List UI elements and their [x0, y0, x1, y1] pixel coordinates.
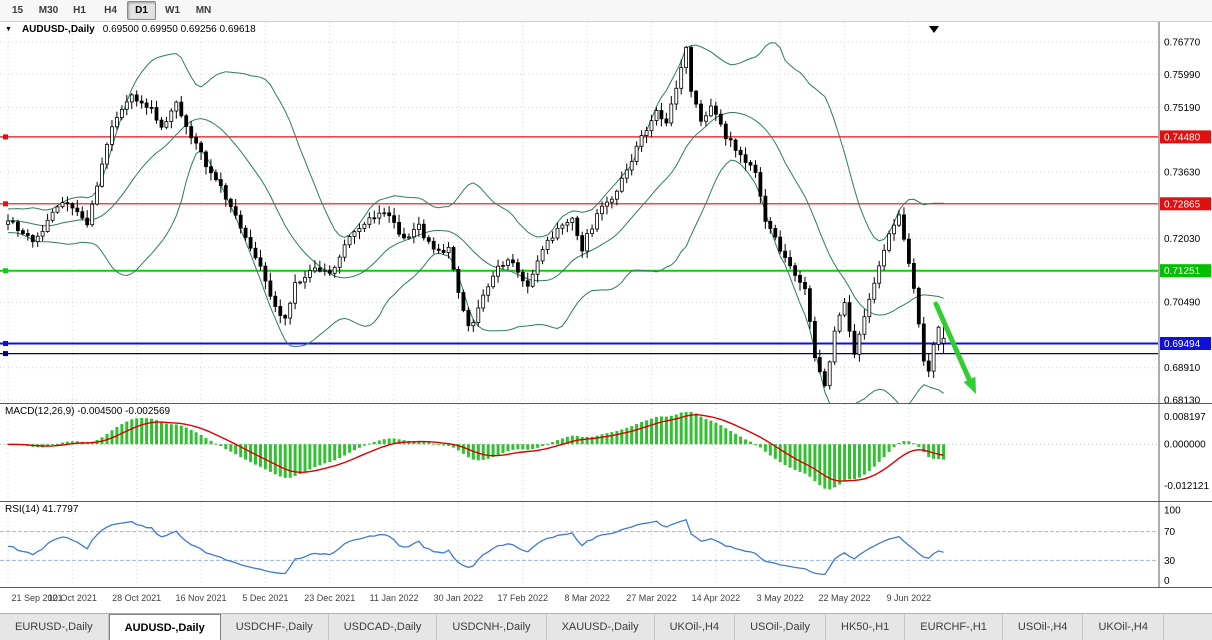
- chart-tab-usdchf-daily[interactable]: USDCHF-,Daily: [220, 614, 329, 640]
- svg-text:30: 30: [1164, 556, 1176, 567]
- main-chart-panel[interactable]: ▼ AUDUSD-,Daily 0.69500 0.69950 0.69256 …: [0, 22, 1212, 404]
- svg-text:0.72865: 0.72865: [1164, 199, 1201, 210]
- date-label: 11 Jan 2022: [369, 593, 419, 603]
- svg-text:70: 70: [1164, 527, 1176, 538]
- chart-shift-icon: [929, 26, 939, 33]
- timeframe-button-mn[interactable]: MN: [195, 5, 212, 16]
- svg-text:0.72030: 0.72030: [1164, 234, 1201, 245]
- date-label: 30 Jan 2022: [433, 593, 484, 603]
- date-label: 8 Mar 2022: [564, 593, 610, 603]
- date-label: 17 Feb 2022: [497, 593, 549, 603]
- horizontal-level-lines[interactable]: [0, 134, 1158, 357]
- timeframe-button-h4[interactable]: H4: [104, 5, 117, 16]
- timeframe-button-d1[interactable]: D1: [127, 1, 156, 20]
- timeframe-button-w1[interactable]: W1: [165, 5, 180, 16]
- svg-text:0.70490: 0.70490: [1164, 298, 1201, 309]
- date-label: 9 Jun 2022: [886, 593, 932, 603]
- svg-text:100: 100: [1164, 506, 1181, 517]
- date-axis[interactable]: 21 Sep 2021 10 Oct 2021 28 Oct 2021 16 Nov …: [0, 588, 1212, 613]
- chart-tab-usdcad-daily[interactable]: USDCAD-,Daily: [328, 614, 438, 640]
- svg-text:0.68130: 0.68130: [1164, 396, 1201, 404]
- chart-tab-usdcnh-daily[interactable]: USDCNH-,Daily: [437, 614, 547, 640]
- chart-tab-ukoil-h4[interactable]: UKOil-,H4: [654, 614, 736, 640]
- svg-text:0.75190: 0.75190: [1164, 103, 1201, 114]
- price-axis[interactable]: 0.76770 0.75990 0.75190 0.73630 0.72030 0.704…: [1158, 22, 1211, 404]
- rsi-canvas[interactable]: 100 70 30 0: [0, 502, 1212, 587]
- svg-text:0.69494: 0.69494: [1164, 339, 1201, 350]
- svg-text:0.75990: 0.75990: [1164, 70, 1201, 81]
- macd-axis[interactable]: 0.008197 0.000000 -0.012121: [1158, 404, 1209, 501]
- timeframe-button-h1[interactable]: H1: [73, 5, 86, 16]
- date-label: 10 Oct 2021: [47, 593, 97, 603]
- timeframe-button-15[interactable]: 15: [11, 5, 24, 16]
- sell-arrow-annotation[interactable]: [933, 301, 976, 394]
- price-chart-canvas[interactable]: 0.76770 0.75990 0.75190 0.73630 0.72030 0.704…: [0, 22, 1212, 403]
- macd-canvas[interactable]: 0.008197 0.000000 -0.012121: [0, 404, 1212, 501]
- bollinger-bands: [8, 42, 944, 403]
- timeframe-toolbar: 15 M30 H1 H4 D1 W1 MN: [0, 0, 1212, 22]
- date-label: 28 Oct 2021: [112, 593, 162, 603]
- chart-tab-xauusd-daily[interactable]: XAUUSD-,Daily: [546, 614, 655, 640]
- macd-indicator-panel[interactable]: MACD(12,26,9) -0.004500 -0.002569 0.0081…: [0, 404, 1212, 502]
- svg-text:0: 0: [1164, 576, 1170, 587]
- chart-tab-audusd-daily[interactable]: AUDUSD-,Daily: [108, 614, 221, 640]
- svg-text:0.74480: 0.74480: [1164, 132, 1201, 143]
- macd-grid: [0, 404, 1158, 500]
- rsi-axis[interactable]: 100 70 30 0: [1158, 502, 1181, 587]
- timeframe-button-m30[interactable]: M30: [38, 5, 59, 16]
- svg-text:0.71251: 0.71251: [1164, 266, 1201, 277]
- candles: [6, 45, 946, 390]
- svg-text:-0.012121: -0.012121: [1164, 481, 1209, 492]
- chart-tab-ukoil-h4[interactable]: UKOil-,H4: [1083, 614, 1164, 640]
- date-label: 23 Dec 2021: [304, 593, 356, 603]
- date-label: 3 May 2022: [756, 593, 804, 603]
- chart-tab-usoil-h4[interactable]: USOil-,H4: [1002, 614, 1084, 640]
- date-label: 27 Mar 2022: [626, 593, 677, 603]
- chart-tab-eurusd-daily[interactable]: EURUSD-,Daily: [0, 614, 109, 640]
- main-grid: [0, 22, 1158, 402]
- rsi-indicator-panel[interactable]: RSI(14) 41.7797 100 70 30 0: [0, 502, 1212, 588]
- date-label: 21 Sep 2021: [11, 593, 63, 603]
- rsi-grid: [0, 502, 1158, 586]
- date-label: 16 Nov 2021: [175, 593, 227, 603]
- svg-text:0.76770: 0.76770: [1164, 38, 1201, 49]
- macd-signal-line: [7, 413, 944, 482]
- chart-tab-hk50-h1[interactable]: HK50-,H1: [826, 614, 906, 640]
- chart-tab-usoil-daily[interactable]: USOil-,Daily: [735, 614, 826, 640]
- svg-text:0.000000: 0.000000: [1164, 440, 1206, 451]
- chart-tabs-bar: EURUSD-,Daily AUDUSD-,Daily USDCHF-,Daily U…: [0, 613, 1212, 640]
- date-label: 5 Dec 2021: [242, 593, 289, 603]
- date-label: 14 Apr 2022: [691, 593, 741, 603]
- svg-text:0.008197: 0.008197: [1164, 412, 1206, 423]
- svg-text:0.68910: 0.68910: [1164, 363, 1201, 374]
- svg-text:0.73630: 0.73630: [1164, 168, 1201, 179]
- chart-tab-eurchf-h1[interactable]: EURCHF-,H1: [905, 614, 1003, 640]
- rsi-line: [7, 519, 944, 576]
- date-label: 22 May 2022: [818, 593, 871, 603]
